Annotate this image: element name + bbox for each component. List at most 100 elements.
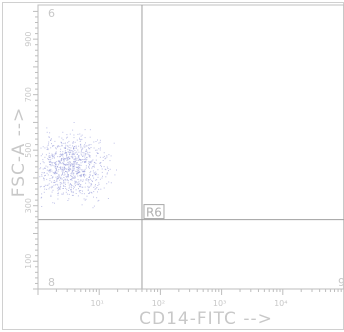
data-point <box>72 194 74 196</box>
data-point <box>50 161 52 163</box>
data-point <box>110 155 112 157</box>
data-point <box>93 196 94 198</box>
data-point <box>55 147 56 149</box>
data-point <box>78 166 80 168</box>
data-point <box>41 206 43 207</box>
data-point <box>46 184 48 186</box>
data-point <box>55 163 57 165</box>
data-point <box>73 154 75 156</box>
data-point <box>81 186 83 188</box>
data-point <box>57 193 59 194</box>
data-point <box>59 161 61 163</box>
data-point <box>80 151 82 153</box>
data-point <box>82 161 83 163</box>
data-point <box>50 158 52 160</box>
data-point <box>89 129 91 131</box>
data-point <box>74 177 76 178</box>
data-point <box>103 152 105 154</box>
data-point <box>95 159 97 161</box>
data-point <box>48 170 49 172</box>
data-point <box>75 170 77 172</box>
data-point <box>82 171 84 172</box>
data-point <box>50 168 52 170</box>
data-point <box>87 180 89 182</box>
data-point <box>58 187 60 189</box>
data-point <box>71 172 73 174</box>
data-point <box>63 185 65 187</box>
data-point <box>101 177 103 179</box>
data-point <box>96 149 98 151</box>
data-point <box>105 169 107 171</box>
data-point <box>88 167 90 169</box>
data-point <box>51 170 53 172</box>
data-point <box>95 155 97 157</box>
data-point <box>100 162 102 163</box>
data-point <box>43 191 45 193</box>
data-point <box>74 160 76 162</box>
data-point <box>71 176 73 178</box>
data-point <box>55 152 57 154</box>
data-point <box>109 160 111 162</box>
data-point <box>70 151 72 153</box>
data-point <box>71 164 73 166</box>
data-point <box>78 156 80 158</box>
data-point <box>43 179 45 181</box>
data-point <box>60 156 61 157</box>
data-point <box>80 180 82 182</box>
data-point <box>92 175 94 177</box>
data-point <box>57 198 59 200</box>
data-point <box>68 170 70 172</box>
data-point <box>39 186 41 188</box>
data-point <box>89 155 91 157</box>
data-point <box>70 189 71 191</box>
data-point <box>49 186 51 188</box>
data-point <box>68 163 69 165</box>
data-point <box>62 166 64 168</box>
data-point <box>50 138 52 140</box>
data-point <box>39 176 41 178</box>
data-point <box>40 147 42 149</box>
data-point <box>57 188 59 190</box>
data-point <box>94 185 96 187</box>
data-point <box>61 158 63 160</box>
data-point <box>60 166 62 168</box>
data-point <box>72 151 74 153</box>
data-point <box>104 158 106 160</box>
data-point <box>71 154 73 155</box>
data-point <box>93 141 95 143</box>
data-point <box>72 156 74 158</box>
data-point <box>85 150 87 152</box>
data-point <box>82 147 84 149</box>
data-point <box>52 172 54 173</box>
data-point <box>51 153 53 155</box>
data-point <box>68 151 70 153</box>
data-point <box>65 144 67 146</box>
data-point <box>63 166 65 168</box>
data-point <box>63 164 65 166</box>
y-tick-label: 100 <box>24 254 33 269</box>
data-point <box>79 166 81 168</box>
data-point <box>72 166 74 167</box>
data-point <box>61 169 63 170</box>
gate-label-box <box>143 204 165 220</box>
y-tick-label: 500 <box>24 143 33 158</box>
data-point <box>53 154 55 156</box>
data-point <box>61 160 62 162</box>
data-point <box>78 172 80 173</box>
data-point <box>94 166 95 168</box>
data-point <box>67 157 69 159</box>
data-point <box>93 177 95 179</box>
data-point <box>58 163 60 165</box>
data-point <box>69 163 71 165</box>
data-point <box>105 176 107 178</box>
data-point <box>66 163 68 165</box>
data-point <box>92 207 94 209</box>
data-point <box>82 190 83 192</box>
data-point <box>50 170 51 172</box>
data-point <box>75 152 77 154</box>
data-point <box>58 174 59 176</box>
y-tick-label: 700 <box>24 87 33 102</box>
data-point <box>113 142 115 144</box>
data-point <box>94 188 96 190</box>
data-point <box>80 147 82 149</box>
